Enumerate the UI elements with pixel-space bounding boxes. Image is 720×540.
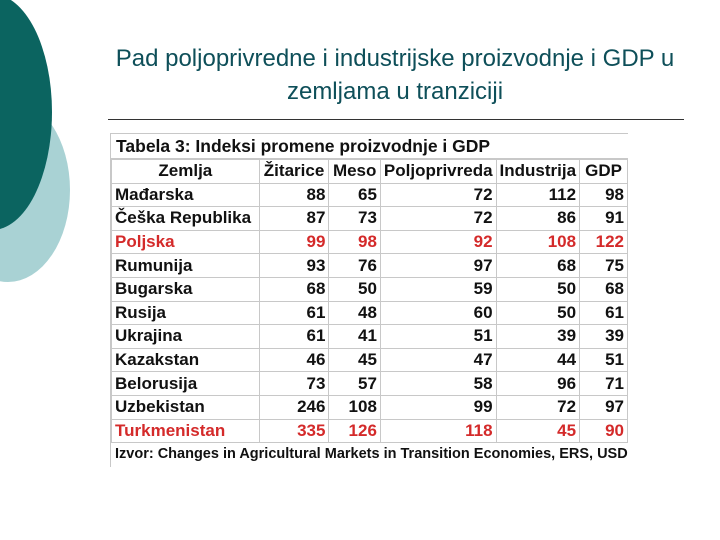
country-cell: Rumunija — [111, 253, 260, 278]
value-cell: 76 — [328, 253, 381, 278]
data-table-image: Tabela 3: Indeksi promene proizvodnje i … — [110, 133, 628, 467]
value-cell: 58 — [379, 371, 497, 396]
value-cell: 50 — [495, 276, 581, 302]
value-cell: 47 — [379, 347, 497, 373]
table-row: Rusija 61 48 60 50 61 — [111, 300, 628, 326]
value-cell: 57 — [328, 371, 381, 396]
value-cell: 98 — [579, 182, 628, 208]
value-cell: 61 — [258, 300, 330, 326]
value-cell: 99 — [379, 394, 497, 420]
country-cell: Uzbekistan — [111, 394, 260, 420]
value-cell: 51 — [379, 324, 497, 349]
value-cell: 41 — [328, 324, 381, 349]
value-cell: 99 — [258, 229, 330, 255]
country-cell: Mađarska — [111, 182, 260, 208]
value-cell: 68 — [579, 276, 628, 302]
table-row: Češka Republika 87 73 72 86 91 — [111, 206, 628, 231]
header-poljoprivreda: Poljoprivreda — [379, 159, 497, 184]
value-cell: 90 — [579, 418, 628, 444]
value-cell: 72 — [379, 206, 497, 231]
table-row: Mađarska 88 65 72 112 98 — [111, 182, 628, 208]
value-cell: 72 — [379, 182, 497, 208]
value-cell: 48 — [328, 300, 381, 326]
value-cell: 45 — [495, 418, 581, 444]
value-cell: 108 — [495, 229, 581, 255]
value-cell: 96 — [495, 371, 581, 396]
value-cell: 335 — [258, 418, 330, 444]
value-cell: 91 — [579, 206, 628, 231]
dark-circle — [0, 0, 52, 229]
header-zemlja: Zemlja — [111, 159, 260, 184]
header-gdp: GDP — [579, 159, 628, 184]
decorative-circles — [0, 0, 70, 282]
value-cell: 98 — [328, 229, 381, 255]
value-cell: 65 — [328, 182, 381, 208]
table-row: Rumunija 93 76 97 68 75 — [111, 253, 628, 278]
table-row: Belorusija 73 57 58 96 71 — [111, 371, 628, 396]
value-cell: 122 — [579, 229, 628, 255]
country-cell: Ukrajina — [111, 324, 260, 349]
country-cell: Češka Republika — [111, 206, 260, 231]
slide-title: Pad poljoprivredne i industrijske proizv… — [115, 45, 675, 105]
value-cell: 93 — [258, 253, 330, 278]
table-row: Uzbekistan 246 108 99 72 97 — [111, 394, 628, 420]
value-cell: 246 — [258, 394, 330, 420]
table-header-row: Zemlja Žitarice Meso Poljoprivreda Indus… — [111, 159, 628, 184]
value-cell: 97 — [579, 394, 628, 420]
table-row: Bugarska 68 50 59 50 68 — [111, 276, 628, 302]
country-cell: Kazakstan — [111, 347, 260, 373]
value-cell: 68 — [495, 253, 581, 278]
value-cell: 51 — [579, 347, 628, 373]
data-table: Zemlja Žitarice Meso Poljoprivreda Indus… — [111, 159, 628, 444]
value-cell: 44 — [495, 347, 581, 373]
country-cell: Rusija — [111, 300, 260, 326]
country-cell: Poljska — [111, 229, 260, 255]
country-cell: Bugarska — [111, 276, 260, 302]
header-zitarice: Žitarice — [258, 159, 330, 184]
value-cell: 112 — [495, 182, 581, 208]
country-cell: Turkmenistan — [111, 418, 260, 444]
country-cell: Belorusija — [111, 371, 260, 396]
value-cell: 72 — [495, 394, 581, 420]
value-cell: 88 — [258, 182, 330, 208]
value-cell: 75 — [579, 253, 628, 278]
value-cell: 71 — [579, 371, 628, 396]
header-industrija: Industrija — [495, 159, 581, 184]
value-cell: 50 — [328, 276, 381, 302]
value-cell: 87 — [258, 206, 330, 231]
table-source: Izvor: Changes in Agricultural Markets i… — [115, 446, 628, 463]
value-cell: 126 — [328, 418, 381, 444]
table-row: Ukrajina 61 41 51 39 39 — [111, 324, 628, 349]
table-row: Turkmenistan 335 126 118 45 90 — [111, 418, 628, 444]
value-cell: 61 — [579, 300, 628, 326]
table-row: Poljska 99 98 92 108 122 — [111, 229, 628, 255]
value-cell: 59 — [379, 276, 497, 302]
value-cell: 97 — [379, 253, 497, 278]
value-cell: 60 — [379, 300, 497, 326]
value-cell: 50 — [495, 300, 581, 326]
value-cell: 39 — [579, 324, 628, 349]
value-cell: 61 — [258, 324, 330, 349]
value-cell: 73 — [328, 206, 381, 231]
table-caption: Tabela 3: Indeksi promene proizvodnje i … — [111, 133, 628, 159]
value-cell: 45 — [328, 347, 381, 373]
title-divider — [108, 119, 684, 120]
value-cell: 92 — [379, 229, 497, 255]
value-cell: 68 — [258, 276, 330, 302]
value-cell: 108 — [328, 394, 381, 420]
table-row: Kazakstan 46 45 47 44 51 — [111, 347, 628, 373]
value-cell: 39 — [495, 324, 581, 349]
value-cell: 73 — [258, 371, 330, 396]
value-cell: 118 — [379, 418, 497, 444]
value-cell: 86 — [495, 206, 581, 231]
value-cell: 46 — [258, 347, 330, 373]
header-meso: Meso — [328, 159, 381, 184]
